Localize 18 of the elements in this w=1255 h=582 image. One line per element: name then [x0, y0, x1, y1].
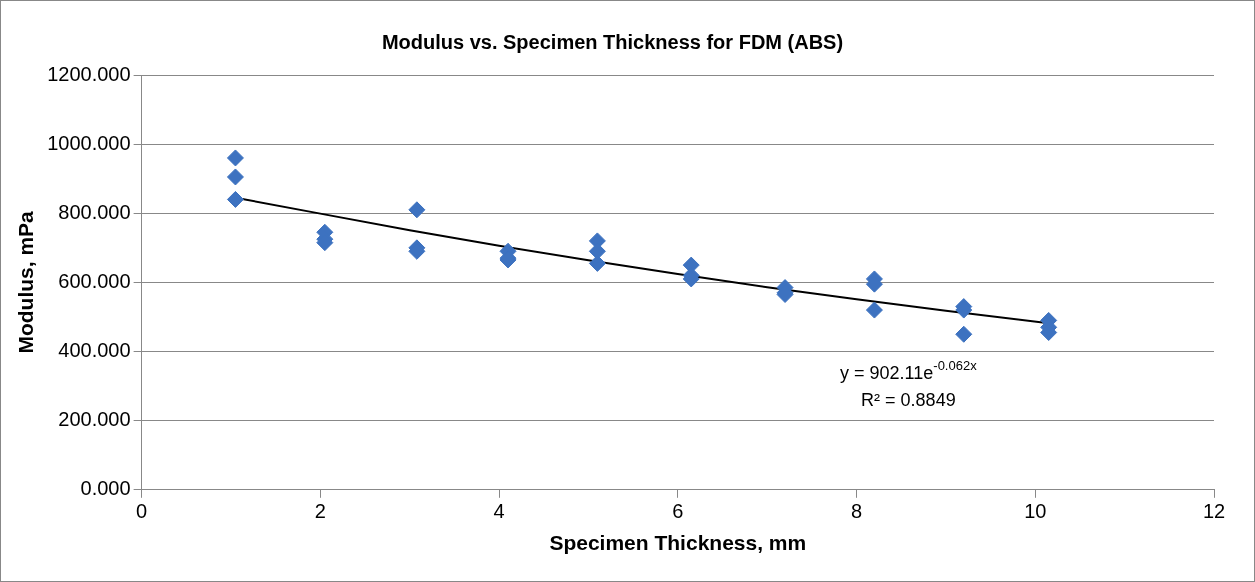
x-tick-label: 8: [850, 500, 863, 523]
x-tick-label: 10: [1024, 500, 1047, 523]
x-tick-label: 0: [136, 500, 148, 523]
y-tick-label: 0.000: [80, 477, 131, 500]
y-axis-title: Modulus, mPa: [14, 210, 38, 354]
y-tick-label: 400.000: [58, 339, 131, 362]
chart-title: Modulus vs. Specimen Thickness for FDM (ABS): [381, 30, 844, 53]
y-tick-label: 1200.000: [47, 62, 131, 85]
y-tick-label: 1000.000: [47, 131, 131, 154]
x-tick-label: 4: [493, 500, 505, 523]
x-tick-label: 6: [672, 500, 684, 523]
x-axis-title: Specimen Thickness, mm: [549, 531, 807, 555]
annotation: R² = 0.8849: [861, 389, 956, 410]
y-tick-label: 200.000: [58, 408, 131, 431]
x-tick-label: 2: [314, 500, 326, 523]
y-tick-label: 800.000: [58, 200, 131, 223]
y-tick-label: 600.000: [58, 269, 131, 292]
x-tick-label: 12: [1202, 500, 1226, 523]
